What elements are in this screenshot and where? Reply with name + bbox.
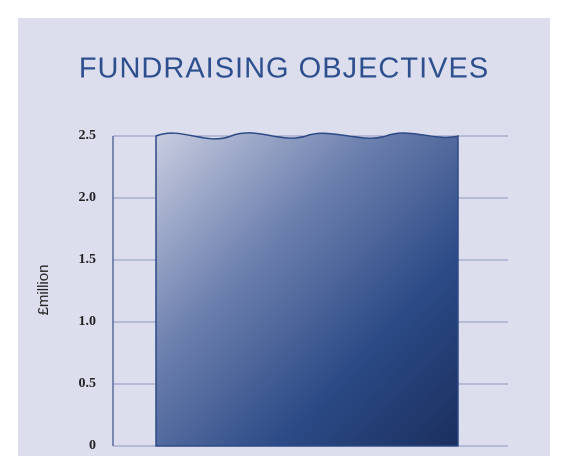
- y-axis-label: £million: [35, 265, 52, 316]
- y-tick-label: 1.5: [79, 252, 97, 267]
- y-tick-label: 1.0: [79, 314, 97, 329]
- y-tick-label: 2.5: [79, 128, 97, 143]
- page: FUNDRAISING OBJECTIVES £million 0 0.5 1.0 1…: [0, 0, 568, 474]
- chart: FUNDRAISING OBJECTIVES £million 0 0.5 1.0 1…: [0, 0, 568, 474]
- y-tick-label: 2.0: [79, 190, 97, 205]
- bar: [156, 133, 458, 446]
- chart-title: FUNDRAISING OBJECTIVES: [79, 53, 489, 85]
- y-tick-label: 0.5: [79, 376, 97, 391]
- y-tick-label: 0: [89, 438, 96, 453]
